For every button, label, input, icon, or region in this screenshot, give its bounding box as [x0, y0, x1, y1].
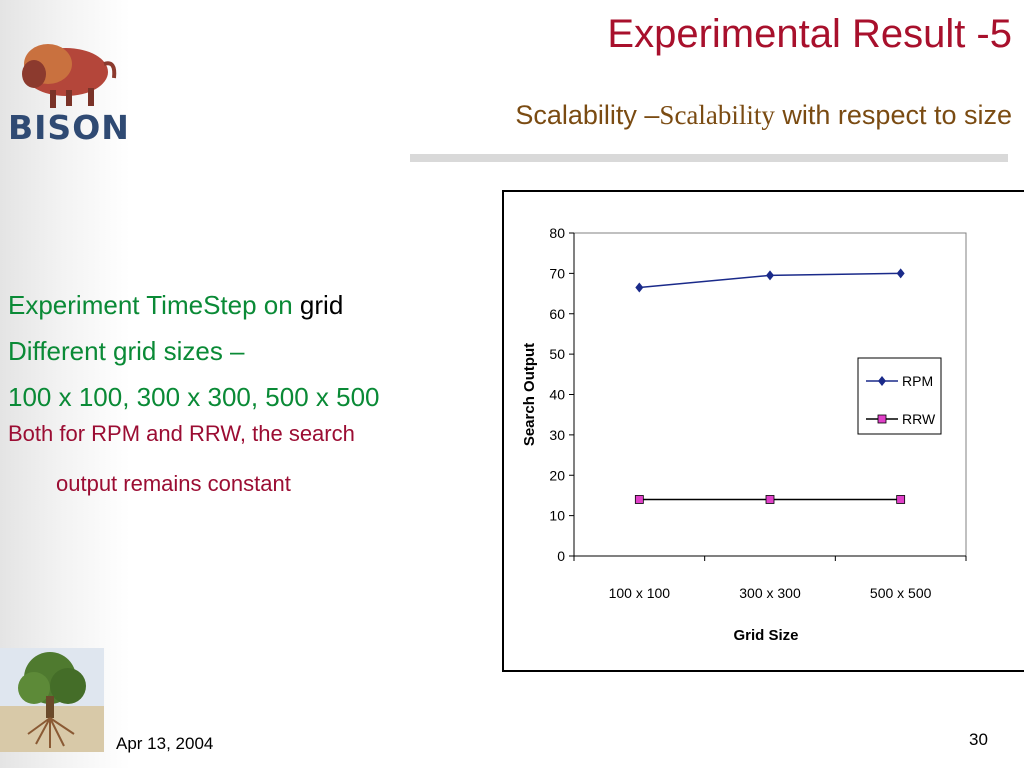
rpm-point	[766, 270, 774, 281]
slide-subtitle: Scalability –Scalability with respect to…	[515, 100, 1012, 131]
legend-box	[857, 357, 942, 435]
y-tick-label: 80	[549, 225, 565, 241]
tree-icon	[0, 648, 104, 752]
x-tick-label: 100 x 100	[609, 585, 671, 601]
y-tick-label: 20	[549, 467, 565, 483]
bison-logo	[4, 34, 134, 154]
bullet-line-2: Different grid sizes –	[8, 336, 245, 366]
x-tick-label: 500 x 500	[870, 585, 932, 601]
bison-logo-text: BISON	[8, 108, 130, 147]
y-tick-label: 30	[549, 427, 565, 443]
tree-image	[0, 648, 104, 752]
legend-label: RRW	[902, 411, 936, 427]
bison-logo-icon	[22, 44, 117, 108]
left-gradient-band	[0, 0, 130, 768]
legend-marker-rpm	[878, 376, 886, 386]
y-tick-label: 0	[557, 548, 565, 564]
rrw-point	[634, 495, 644, 504]
rrw-point	[765, 495, 775, 504]
rrw-point	[896, 495, 906, 504]
bullet-line-4: Both for RPM and RRW, the search	[8, 421, 355, 446]
page-number: 30	[969, 730, 988, 749]
footer-date: Apr 13, 2004	[116, 734, 214, 753]
y-tick-label: 50	[549, 346, 565, 362]
slide-title: Experimental Result -5	[607, 12, 1012, 56]
y-tick-label: 70	[549, 265, 565, 281]
y-axis-title: Search Output	[521, 343, 538, 446]
bullet-line-5: output remains constant	[56, 471, 291, 496]
x-axis-title: Grid Size	[733, 627, 798, 644]
rpm-point	[896, 268, 905, 279]
legend-label: RPM	[902, 373, 933, 389]
bullet-line-1-green: Experiment TimeStep on	[8, 290, 300, 320]
title-divider	[410, 154, 1008, 162]
bullet-list: Experiment TimeStep on grid Different gr…	[8, 282, 508, 498]
subtitle-part-1: Scalability –	[515, 100, 660, 130]
chart-frame: 0 10 20 30 40 50 60 70 80 100 x 100 300 x 300 500 x…	[502, 190, 1024, 672]
subtitle-part-3: with respect to size	[774, 100, 1012, 130]
bullet-line-3: 100 x 100, 300 x 300, 500 x 500	[8, 382, 380, 412]
subtitle-part-2: Scalability	[659, 100, 775, 130]
line-chart: 0 10 20 30 40 50 60 70 80 100 x 100 300 x 300 500 x…	[521, 225, 967, 644]
bullet-line-1: Experiment TimeStep on grid	[8, 282, 508, 328]
y-tick-label: 60	[549, 306, 565, 322]
legend-marker-rrw	[877, 414, 887, 424]
x-tick-label: 300 x 300	[739, 585, 801, 601]
rpm-point	[635, 282, 644, 293]
bullet-line-1-black: grid	[299, 290, 344, 320]
y-tick-label: 10	[549, 508, 565, 524]
y-tick-label: 40	[549, 387, 565, 403]
